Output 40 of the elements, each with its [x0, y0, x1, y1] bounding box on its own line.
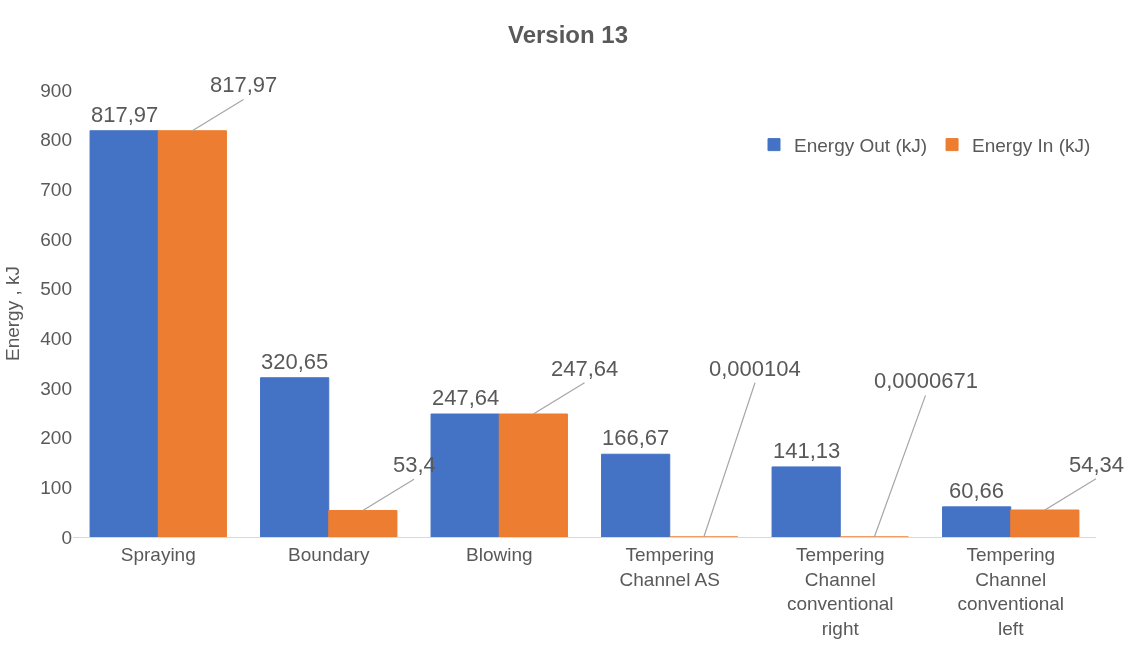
data-label: 320,65 [261, 349, 329, 374]
data-label: 817,97 [210, 72, 278, 97]
bar [601, 453, 671, 537]
y-tick-label: 300 [40, 377, 72, 399]
x-tick-label: Tempering Channel conventional left [957, 543, 1065, 639]
bar [942, 506, 1012, 537]
y-tick-label: 100 [40, 476, 72, 498]
bar [1010, 509, 1080, 537]
x-tick-label: Tempering Channel AS [619, 543, 720, 590]
x-tick-label: Tempering Channel conventional right [786, 543, 894, 639]
x-tick-label: Blowing [465, 543, 533, 565]
data-label: 166,67 [602, 425, 670, 450]
data-label: 0,0000671 [874, 368, 978, 393]
data-label: 0,000104 [709, 356, 801, 381]
legend-label: Energy Out (kJ) [794, 135, 928, 157]
y-tick-label: 200 [40, 427, 72, 449]
bar [89, 130, 159, 537]
y-tick-label: 800 [40, 129, 72, 151]
bar [771, 466, 841, 537]
bar [328, 509, 398, 537]
data-label: 60,66 [949, 478, 1005, 503]
data-label: 54,34 [1069, 452, 1125, 477]
y-tick-label: 0 [61, 526, 72, 548]
y-axis-title: Energy , kJ [2, 265, 24, 362]
y-tick-label: 600 [40, 228, 72, 250]
data-label: 817,97 [91, 102, 159, 127]
data-label: 141,13 [773, 438, 841, 463]
y-tick-label: 500 [40, 278, 72, 300]
legend-label: Energy In (kJ) [972, 135, 1091, 157]
data-label: 247,64 [432, 385, 500, 410]
bar [498, 413, 568, 537]
y-tick-label: 700 [40, 178, 72, 200]
bar [260, 377, 330, 537]
data-label: 247,64 [551, 356, 619, 381]
x-tick-label: Spraying [120, 543, 196, 565]
x-tick-label: Boundary [288, 543, 370, 565]
chart-title: Version 13 [507, 20, 629, 48]
y-tick-label: 400 [40, 327, 72, 349]
bar [157, 130, 227, 537]
y-tick-label: 900 [40, 79, 72, 101]
